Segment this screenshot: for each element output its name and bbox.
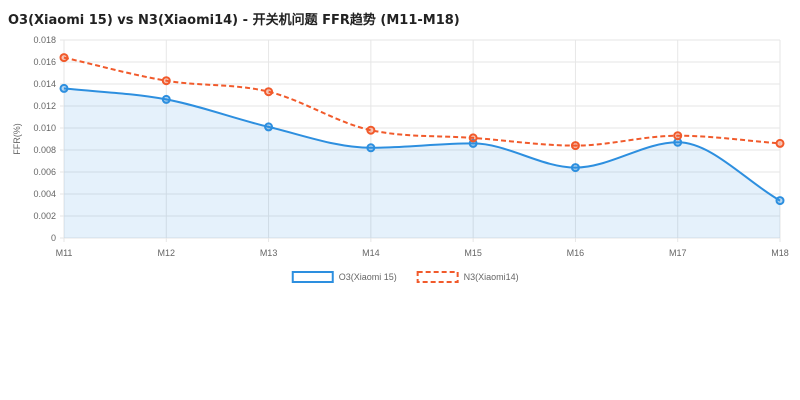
data-point — [775, 138, 785, 148]
data-point — [570, 163, 580, 173]
series-line-1 — [63, 56, 781, 147]
y-tick-label: 0.002 — [33, 211, 56, 221]
data-point — [264, 87, 274, 97]
data-point — [570, 141, 580, 151]
x-tick-label: M17 — [669, 248, 687, 258]
legend-label-1: N3(Xiaomi14) — [464, 272, 519, 282]
x-tick-label: M18 — [771, 248, 789, 258]
y-tick-label: 0.006 — [33, 167, 56, 177]
y-axis-ticks: 0 0.002 0.004 0.006 0.008 0.010 0.012 0.014 0.01… — [33, 35, 56, 243]
y-tick-label: 0.010 — [33, 123, 56, 133]
grid-lines — [60, 39, 781, 242]
data-point — [59, 53, 69, 63]
y-axis-label: FFR(%) — [12, 123, 22, 155]
x-tick-label: M14 — [362, 248, 380, 258]
series-area-0 — [64, 88, 780, 239]
data-point — [468, 133, 478, 143]
legend-swatch-0 — [291, 271, 334, 283]
data-point — [673, 131, 683, 141]
data-point — [366, 125, 376, 135]
y-tick-label: 0.018 — [33, 35, 56, 45]
x-tick-label: M16 — [567, 248, 585, 258]
legend-swatch-1 — [416, 271, 459, 283]
y-tick-label: 0.008 — [33, 145, 56, 155]
chart-title: O3(Xiaomi 15) vs N3(Xiaomi14) - 开关机问题 FF… — [8, 13, 460, 28]
data-point — [366, 143, 376, 153]
series-layer — [59, 53, 785, 239]
y-tick-label: 0 — [51, 233, 56, 243]
y-tick-label: 0.004 — [33, 189, 56, 199]
x-tick-label: M13 — [260, 248, 278, 258]
data-point — [775, 196, 785, 206]
data-point — [161, 76, 171, 86]
x-tick-label: M11 — [56, 248, 73, 258]
data-point — [264, 122, 274, 132]
legend-label-0: O3(Xiaomi 15) — [339, 272, 397, 282]
x-tick-label: M15 — [464, 248, 482, 258]
x-tick-label: M12 — [158, 248, 176, 258]
y-tick-label: 0.016 — [33, 57, 56, 67]
data-point — [161, 94, 171, 104]
data-point — [59, 83, 69, 93]
legend: O3(Xiaomi 15) N3(Xiaomi14) — [291, 271, 519, 283]
y-tick-label: 0.014 — [33, 79, 56, 89]
x-axis-ticks: M11 M12 M13 M14 M15 M16 M17 M18 — [56, 248, 789, 258]
y-tick-label: 0.012 — [33, 101, 56, 111]
